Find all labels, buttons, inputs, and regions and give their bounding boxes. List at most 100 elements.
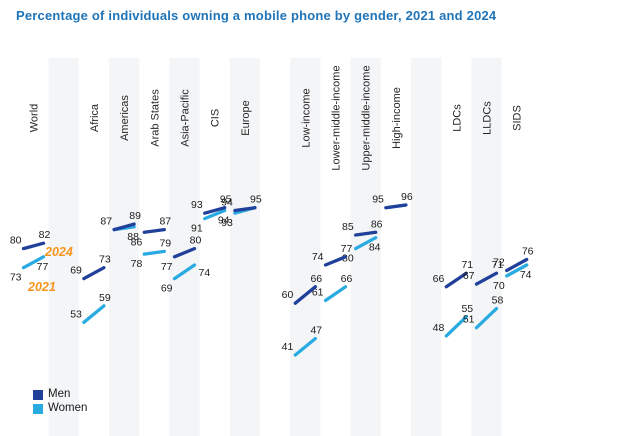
category-label: LLDCs	[482, 101, 494, 135]
women-line	[505, 263, 529, 278]
value-label: 76	[522, 246, 534, 258]
women-line	[293, 336, 317, 357]
women-line	[82, 304, 106, 324]
year-annotation: 2021	[27, 280, 56, 294]
value-label: 70	[493, 280, 505, 292]
category-label: Arab States	[149, 89, 161, 147]
men-line	[233, 206, 257, 213]
value-label: 61	[312, 287, 324, 299]
value-label: 60	[282, 289, 294, 301]
value-label: 89	[129, 210, 141, 222]
value-label: 91	[191, 223, 203, 235]
value-label: 86	[131, 236, 143, 248]
men-line	[354, 230, 378, 237]
value-label: 71	[461, 259, 473, 271]
category-label: SIDS	[512, 105, 524, 131]
value-label: 74	[199, 267, 211, 279]
value-label: 73	[99, 254, 111, 266]
men-line	[323, 255, 348, 267]
value-label: 59	[99, 292, 111, 304]
value-label: 77	[341, 243, 353, 255]
women-line	[142, 249, 166, 256]
value-label: 94	[221, 197, 233, 209]
category-label: LDCs	[451, 104, 463, 132]
value-label: 55	[461, 303, 473, 315]
value-label: 48	[433, 322, 445, 334]
category-label: CIS	[210, 109, 222, 127]
men-color-swatch	[33, 389, 43, 400]
value-label: 74	[312, 251, 324, 263]
column-band	[48, 58, 79, 436]
value-label: 72	[493, 257, 505, 269]
value-label: 53	[70, 308, 82, 320]
category-label: Lower-middle-income	[331, 65, 343, 170]
value-label: 78	[131, 258, 143, 270]
value-label: 80	[190, 235, 202, 247]
value-label: 66	[433, 273, 445, 285]
value-label: 66	[341, 273, 353, 285]
value-label: 69	[161, 283, 173, 295]
value-label: 85	[342, 221, 354, 233]
category-label: Asia-Pacific	[180, 89, 192, 147]
value-label: 79	[159, 237, 171, 249]
value-label: 95	[250, 194, 262, 206]
value-label: 77	[37, 261, 49, 273]
value-label: 77	[161, 261, 173, 273]
value-label: 41	[282, 341, 294, 353]
value-label: 93	[191, 199, 203, 211]
value-label: 87	[159, 216, 171, 228]
value-label: 47	[310, 325, 322, 337]
value-label: 82	[39, 229, 51, 241]
value-label: 96	[401, 191, 413, 203]
category-label: World	[29, 104, 41, 133]
value-label: 66	[310, 273, 322, 285]
year-annotation: 2024	[44, 245, 73, 259]
value-label: 95	[220, 194, 232, 206]
column-band	[411, 58, 442, 436]
women-line	[354, 236, 378, 251]
men-line	[142, 227, 166, 234]
value-label: 58	[492, 295, 504, 307]
column-band	[290, 58, 321, 436]
value-label: 87	[100, 216, 112, 228]
men-line	[21, 241, 46, 251]
men-line	[112, 222, 136, 232]
men-line	[172, 246, 197, 259]
legend-label-women: Women	[48, 402, 88, 414]
value-label: 80	[10, 235, 22, 247]
women-line	[323, 285, 348, 303]
value-label: 67	[463, 270, 475, 282]
legend-row-women: Women	[33, 402, 88, 414]
men-line	[444, 271, 468, 289]
legend-label-men: Men	[48, 388, 71, 400]
women-line	[172, 263, 197, 281]
men-line	[505, 257, 529, 273]
men-line	[82, 266, 106, 281]
value-label: 94	[218, 215, 230, 227]
value-label: 69	[70, 265, 82, 277]
women-line	[203, 208, 227, 221]
column-band	[471, 58, 502, 436]
value-label: 71	[492, 259, 504, 271]
value-label: 73	[10, 272, 22, 284]
category-label: Low-income	[300, 88, 312, 147]
column-band	[109, 58, 140, 436]
value-label: 84	[369, 242, 381, 254]
women-color-swatch	[33, 403, 43, 414]
value-label: 74	[520, 269, 532, 281]
value-label: 88	[127, 231, 139, 243]
legend: Men Women	[33, 388, 88, 414]
value-label: 86	[371, 218, 383, 230]
men-line	[384, 203, 408, 210]
column-band	[229, 58, 260, 436]
value-label: 95	[372, 194, 384, 206]
legend-row-men: Men	[33, 388, 87, 400]
men-line	[474, 271, 499, 286]
women-line	[474, 306, 499, 330]
women-line	[444, 315, 468, 338]
category-label: Upper-middle-income	[361, 65, 373, 170]
category-label: Americas	[119, 95, 131, 141]
category-label: High-income	[391, 87, 403, 149]
